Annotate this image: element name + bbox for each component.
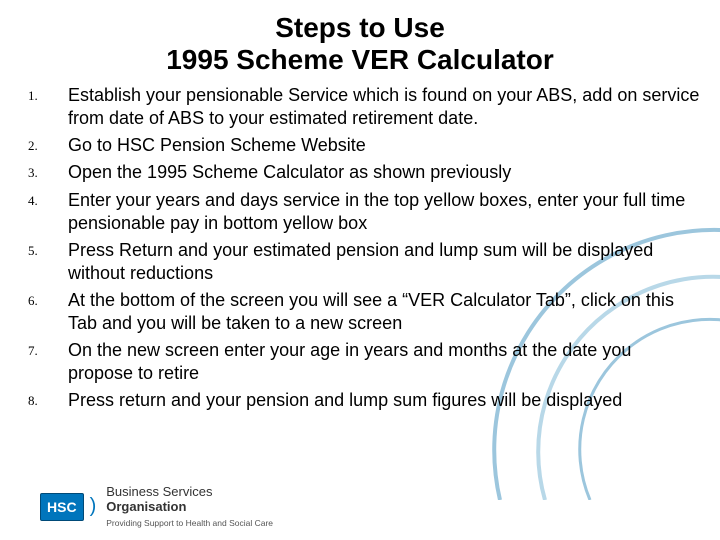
- list-item: 7. On the new screen enter your age in y…: [28, 339, 700, 385]
- step-text: Open the 1995 Scheme Calculator as shown…: [68, 161, 511, 184]
- step-text: Press Return and your estimated pension …: [68, 239, 700, 285]
- org-text: Business Services Organisation Providing…: [106, 485, 273, 528]
- org-tagline: Providing Support to Health and Social C…: [106, 518, 273, 528]
- list-item: 5. Press Return and your estimated pensi…: [28, 239, 700, 285]
- step-number: 4.: [28, 189, 68, 209]
- page-title: Steps to Use 1995 Scheme VER Calculator: [20, 12, 700, 76]
- step-number: 1.: [28, 84, 68, 104]
- list-item: 4. Enter your years and days service in …: [28, 189, 700, 235]
- step-number: 5.: [28, 239, 68, 259]
- list-item: 1. Establish your pensionable Service wh…: [28, 84, 700, 130]
- footer-logo: HSC ) Business Services Organisation Pro…: [40, 485, 273, 528]
- step-text: Enter your years and days service in the…: [68, 189, 700, 235]
- logo-swoosh-icon: ): [90, 495, 97, 518]
- step-text: At the bottom of the screen you will see…: [68, 289, 700, 335]
- list-item: 8. Press return and your pension and lum…: [28, 389, 700, 412]
- step-number: 7.: [28, 339, 68, 359]
- list-item: 2. Go to HSC Pension Scheme Website: [28, 134, 700, 157]
- steps-list: 1. Establish your pensionable Service wh…: [20, 84, 700, 411]
- step-text: Go to HSC Pension Scheme Website: [68, 134, 366, 157]
- org-name: Business Services Organisation: [106, 485, 273, 514]
- step-text: Establish your pensionable Service which…: [68, 84, 700, 130]
- list-item: 3. Open the 1995 Scheme Calculator as sh…: [28, 161, 700, 184]
- step-number: 8.: [28, 389, 68, 409]
- title-line1: Steps to Use: [275, 12, 445, 43]
- title-line2: 1995 Scheme VER Calculator: [166, 44, 554, 75]
- step-text: On the new screen enter your age in year…: [68, 339, 700, 385]
- list-item: 6. At the bottom of the screen you will …: [28, 289, 700, 335]
- step-number: 2.: [28, 134, 68, 154]
- hsc-logo-badge: HSC: [40, 493, 84, 521]
- step-number: 3.: [28, 161, 68, 181]
- step-number: 6.: [28, 289, 68, 309]
- step-text: Press return and your pension and lump s…: [68, 389, 622, 412]
